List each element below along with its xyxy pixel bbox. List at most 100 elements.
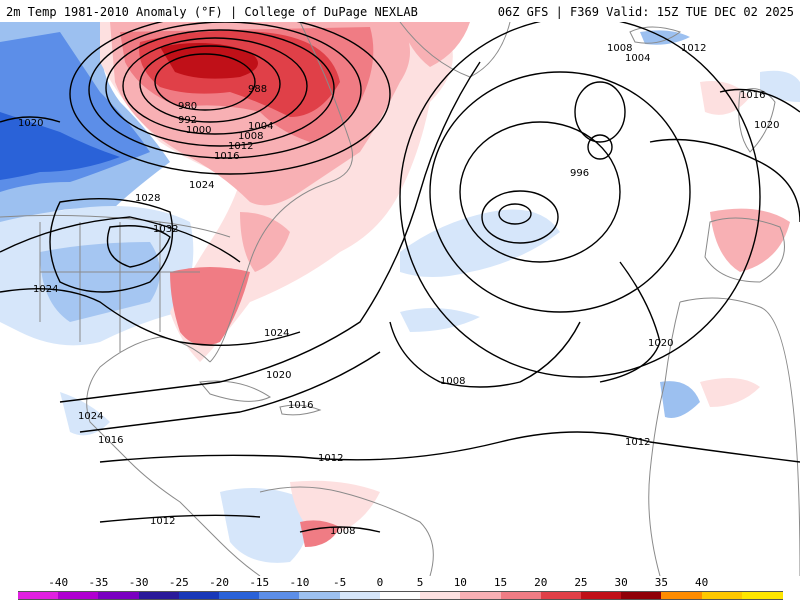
cold-region-plains-mid — [40, 242, 160, 322]
isobar-1012-far-south — [99, 514, 261, 523]
atlantic-low-ring-6 — [574, 81, 626, 143]
cold-region-west-deep — [0, 112, 120, 180]
low-pressure-ring-2 — [139, 45, 281, 123]
coast-iberia — [704, 217, 785, 283]
legend-tick-label: 20 — [534, 576, 548, 589]
coast-north-america-east — [209, 22, 353, 363]
legend-swatch — [98, 591, 140, 600]
warm-region-southeast — [170, 267, 250, 346]
map-svg: 1008 1012 1004 1016 1020 980 988 992 100… — [0, 22, 800, 576]
legend-tick-label: 30 — [614, 576, 628, 589]
atlantic-low-ring-4 — [429, 71, 691, 313]
isobar-label: 1012 — [150, 516, 175, 527]
legend-tick-label: 15 — [493, 576, 508, 589]
coast-central-america — [129, 461, 261, 576]
atlantic-low-ring-7 — [587, 134, 613, 160]
coast-iceland — [629, 26, 682, 44]
legend-tick-label: -10 — [289, 576, 310, 589]
weather-map: 1008 1012 1004 1016 1020 980 988 992 100… — [0, 22, 800, 576]
warm-region-iberia — [710, 208, 790, 272]
warm-region-max — [160, 43, 258, 79]
isobar-label: 1020 — [18, 118, 43, 129]
warm-anomaly-fill — [100, 22, 790, 547]
isobar-label: 1032 — [153, 224, 178, 235]
header-bar: 2m Temp 1981-2010 Anomaly (°F) | College… — [0, 0, 800, 22]
isobar-label: 1016 — [740, 90, 765, 101]
legend-swatch — [621, 591, 663, 600]
isobar-label: 1012 — [318, 453, 343, 464]
isobar-1032-west — [106, 225, 171, 268]
legend-swatch — [299, 591, 341, 600]
cold-region-south-america — [220, 488, 308, 563]
legend-tick-label: -15 — [249, 576, 270, 589]
isobar-label: 1012 — [625, 437, 650, 448]
legend-swatch — [661, 591, 703, 600]
isobar-label: 1020 — [648, 338, 673, 349]
isobar-label: 996 — [570, 168, 589, 179]
legend-tick-label: -25 — [168, 576, 189, 589]
legend-swatch — [701, 591, 743, 600]
isobar-label: 1012 — [681, 43, 706, 54]
low-pressure-ring-6 — [69, 22, 391, 175]
coast-uk — [738, 88, 776, 153]
warm-region-greenland — [400, 22, 470, 67]
legend-tick-label: -20 — [209, 576, 229, 589]
isobar-label: 1016 — [214, 151, 239, 162]
legend-swatch — [339, 591, 381, 600]
cold-region-mexico — [60, 392, 110, 436]
legend-swatch — [138, 591, 180, 600]
legend-tick-label: -40 — [48, 576, 69, 589]
map-title: 2m Temp 1981-2010 Anomaly (°F) | College… — [6, 5, 418, 19]
isobar-label: 1000 — [186, 125, 211, 136]
isobar-europe-1016 — [719, 88, 800, 113]
coast-hispaniola — [279, 404, 322, 416]
legend-tick-label: -30 — [128, 576, 149, 589]
color-legend: -40 -35 -30 -25 -20 -15 -10 -5 0 5 10 15 20 25 30 35 40 — [0, 576, 800, 600]
isobar-label: 1024 — [189, 180, 214, 191]
isobar-label: 980 — [178, 101, 197, 112]
legend-swatch — [460, 591, 502, 600]
low-pressure-ring-1 — [154, 53, 256, 111]
isobar-label: 992 — [178, 115, 197, 126]
legend-swatch — [18, 591, 59, 600]
isobar-label: 1024 — [33, 284, 58, 295]
isobar-africa-1020 — [599, 261, 661, 383]
low-pressure-ring-5 — [88, 22, 362, 159]
isobar-label: 1008 — [330, 526, 355, 537]
border-states — [39, 222, 200, 352]
isobar-label: 1008 — [607, 43, 632, 54]
legend-tick-label: 10 — [453, 576, 467, 589]
isobars — [0, 22, 800, 533]
isobar-1024-west — [0, 287, 301, 347]
warm-region-sahara — [700, 378, 760, 407]
warm-region-east-coast — [240, 212, 290, 272]
isobar-1024-west-2 — [0, 216, 241, 263]
low-pressure-ring-3 — [122, 37, 308, 135]
isobar-label: 1020 — [266, 370, 291, 381]
isobar-label: 1016 — [288, 400, 313, 411]
legend-tick-label: 0 — [376, 576, 384, 589]
isobar-1008-mid — [389, 321, 581, 388]
atlantic-low-ring-1 — [498, 203, 532, 225]
legend-swatch — [500, 591, 542, 600]
isobar-1008-south — [299, 526, 381, 533]
cold-region-africa-coast — [660, 381, 700, 418]
legend-swatch — [58, 591, 100, 600]
coast-south-america — [259, 486, 434, 576]
isobar-1028-west — [49, 197, 174, 293]
isobar-label: 1012 — [228, 141, 253, 152]
legend-swatch — [379, 591, 421, 600]
isobar-label: 1016 — [98, 435, 123, 446]
isobar-label: 1020 — [754, 120, 779, 131]
atlantic-low-ring-3 — [459, 121, 621, 263]
legend-swatch — [540, 591, 582, 600]
model-run-title: 06Z GFS | F369 Valid: 15Z TUE DEC 02 202… — [497, 5, 794, 19]
isobar-label: 1028 — [135, 193, 160, 204]
isobar-label: 1024 — [78, 411, 103, 422]
legend-tick-label: -5 — [333, 576, 347, 589]
isobar-1020-south — [59, 61, 481, 403]
legend-swatch — [219, 591, 261, 600]
isobar-1016-south — [79, 351, 381, 433]
low-pressure-ring-4 — [105, 29, 335, 147]
isobar-europe-1020 — [649, 138, 800, 223]
